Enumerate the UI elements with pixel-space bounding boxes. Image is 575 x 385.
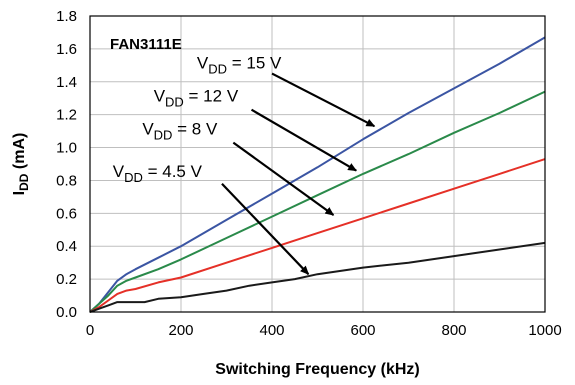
y-tick-label: 1.6 xyxy=(56,41,77,58)
x-tick-label: 800 xyxy=(441,322,466,339)
chart-title: FAN3111E xyxy=(110,36,182,53)
y-tick-label: 0.0 xyxy=(56,304,77,321)
y-axis-title: IDD (mA) xyxy=(11,133,31,196)
y-tick-label: 0.2 xyxy=(56,271,77,288)
series-line-1 xyxy=(89,90,546,313)
series-label-1: VDD = 12 V xyxy=(154,87,239,110)
x-tick-label: 0 xyxy=(86,322,94,339)
series-label-0: VDD = 15 V xyxy=(197,54,282,77)
series-label-2: VDD = 8 V xyxy=(142,119,218,142)
y-tick-label: 0.8 xyxy=(56,172,77,189)
series-line-3 xyxy=(89,241,546,313)
y-axis-title-unit: (mA) xyxy=(11,133,28,174)
x-tick-label: 200 xyxy=(168,322,193,339)
series-label-arrow-3 xyxy=(221,182,310,275)
x-tick-label: 600 xyxy=(350,322,375,339)
series-label-arrow-1 xyxy=(250,108,358,172)
series-line-2 xyxy=(89,158,546,313)
y-tick-label: 1.0 xyxy=(56,140,77,157)
x-tick-label: 400 xyxy=(259,322,284,339)
x-axis-title: Switching Frequency (kHz) xyxy=(215,361,419,378)
y-axis-title-main: I xyxy=(11,191,28,195)
y-tick-label: 1.8 xyxy=(56,8,77,25)
y-axis-title-sub: DD xyxy=(17,173,31,191)
y-tick-label: 1.4 xyxy=(56,74,77,91)
plot-frame xyxy=(89,15,546,313)
x-tick-label: 1000 xyxy=(528,322,561,339)
series-line-0 xyxy=(89,36,546,313)
series-label-arrow-2 xyxy=(232,141,335,216)
annotations: VDD = 15 V VDD = 12 V VDD = 8 V VDD = 4.5 V xyxy=(113,54,376,275)
tick-labels: 0 200 400 600 800 1000 0.0 0.2 0.4 0.6 0.8 1.0 1.2 1.… xyxy=(56,8,562,339)
y-tick-label: 1.2 xyxy=(56,107,77,124)
y-tick-label: 0.4 xyxy=(56,238,77,255)
series-label-arrow-0 xyxy=(271,72,376,128)
series-label-3: VDD = 4.5 V xyxy=(113,162,203,185)
series-lines xyxy=(89,36,546,313)
y-tick-label: 0.6 xyxy=(56,205,77,222)
